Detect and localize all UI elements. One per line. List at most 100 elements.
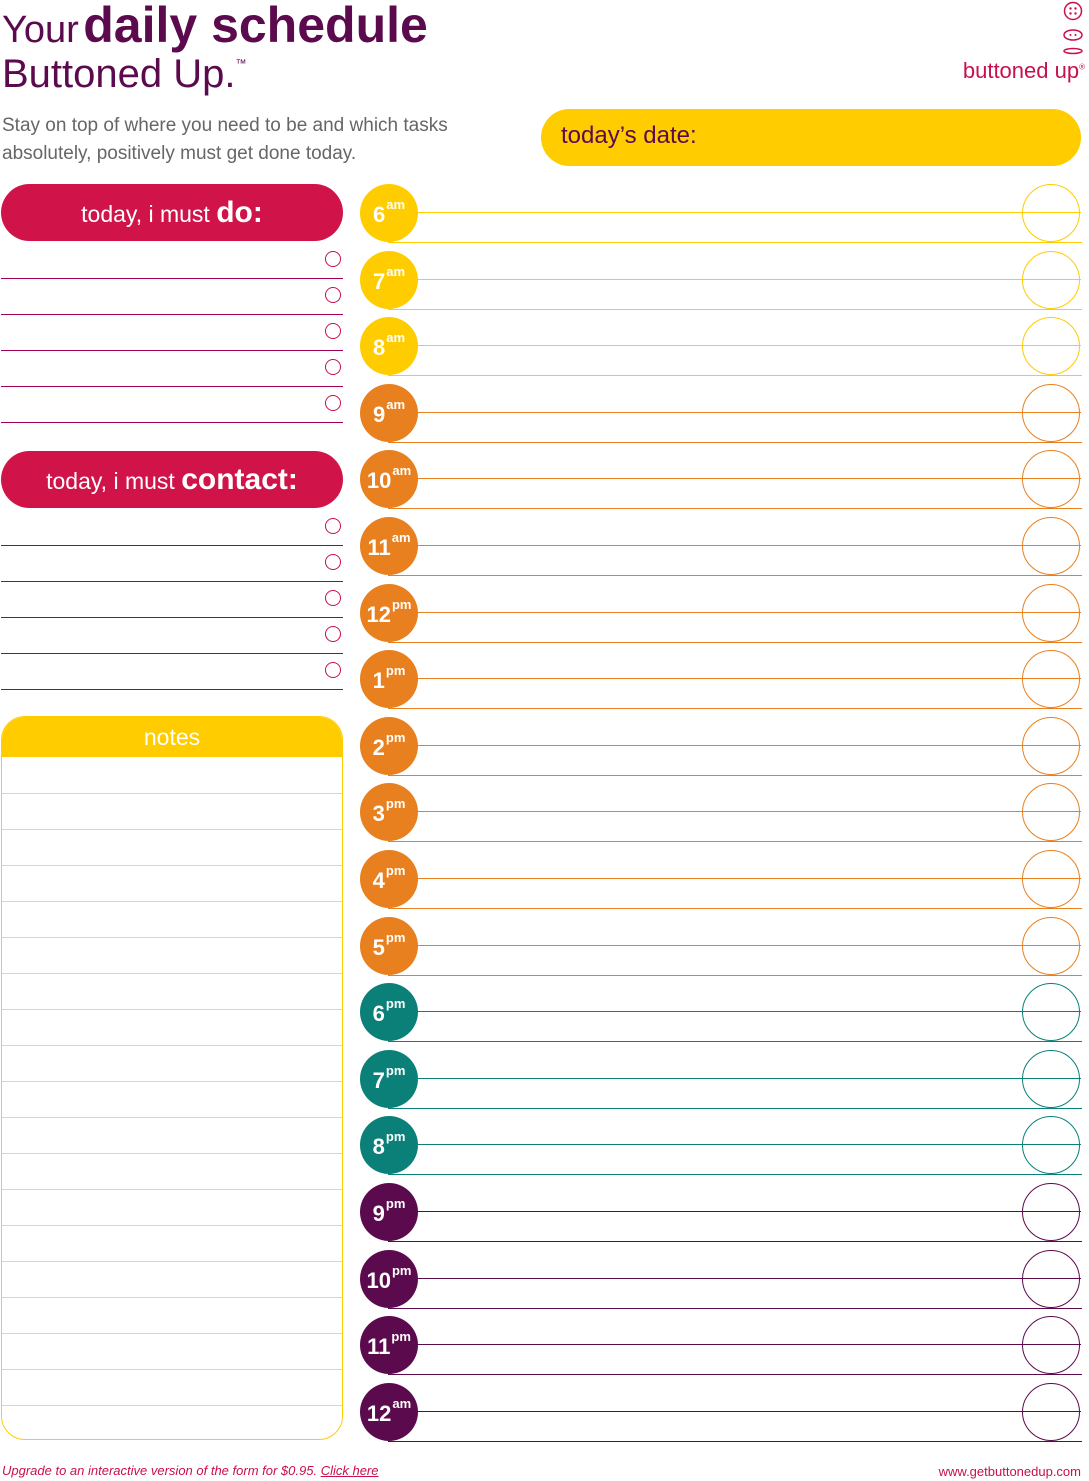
must-contact-row-checkbox[interactable] — [325, 590, 341, 606]
notes-line[interactable] — [2, 1081, 342, 1082]
hour-checkbox[interactable] — [1021, 916, 1081, 975]
must-do-row-checkbox[interactable] — [325, 323, 341, 339]
hour-entry-line[interactable] — [416, 278, 1022, 280]
must-contact-row-line[interactable] — [1, 617, 343, 618]
must-contact-row-checkbox[interactable] — [325, 554, 341, 570]
notes-line[interactable] — [2, 937, 342, 938]
hour-checkbox[interactable] — [1021, 1382, 1081, 1441]
must-contact-row-line[interactable] — [1, 689, 343, 690]
hour-checkbox[interactable] — [1021, 383, 1081, 442]
hour-number: 6 — [372, 1001, 385, 1027]
hour-divider — [388, 1307, 1082, 1309]
hour-entry-line[interactable] — [416, 1011, 1022, 1013]
title-word-your: Your — [2, 9, 79, 51]
hour-badge: 6am — [360, 184, 418, 242]
must-contact-row-checkbox[interactable] — [325, 518, 341, 534]
hour-checkbox[interactable] — [1021, 716, 1081, 775]
hour-row: 10am — [360, 450, 1082, 510]
must-contact-row-line[interactable] — [1, 545, 343, 546]
hour-entry-line[interactable] — [416, 345, 1022, 347]
hour-entry-line[interactable] — [416, 611, 1022, 613]
hour-checkbox[interactable] — [1021, 517, 1081, 575]
must-do-row-checkbox[interactable] — [325, 251, 341, 267]
hour-entry-line[interactable] — [416, 1077, 1022, 1079]
notes-line[interactable] — [2, 829, 342, 830]
must-contact-row-line[interactable] — [1, 581, 343, 582]
date-field[interactable]: today’s date: — [541, 109, 1081, 166]
hour-checkbox[interactable] — [1021, 250, 1081, 309]
registered-mark: ® — [1079, 62, 1085, 72]
notes-line[interactable] — [2, 1261, 342, 1262]
must-do-row-checkbox[interactable] — [325, 359, 341, 375]
hour-entry-line[interactable] — [416, 944, 1022, 946]
must-do-row-checkbox[interactable] — [325, 287, 341, 303]
hour-entry-line[interactable] — [416, 678, 1022, 680]
hour-badge: 11pm — [360, 1316, 418, 1375]
hour-checkbox[interactable] — [1021, 983, 1081, 1042]
hour-entry-line[interactable] — [416, 411, 1022, 413]
hour-entry-line[interactable] — [416, 212, 1022, 213]
notes-line[interactable] — [2, 1297, 342, 1298]
hour-checkbox[interactable] — [1021, 1049, 1081, 1108]
hour-checkbox[interactable] — [1021, 450, 1081, 509]
hour-checkbox[interactable] — [1021, 783, 1081, 842]
must-contact-label: today, i must — [46, 468, 182, 494]
hour-entry-line[interactable] — [416, 1344, 1022, 1346]
hour-badge: 6pm — [360, 983, 418, 1042]
notes-line[interactable] — [2, 973, 342, 974]
hour-entry-line[interactable] — [416, 1211, 1022, 1212]
must-do-row-line[interactable] — [1, 278, 343, 279]
hour-checkbox[interactable] — [1021, 184, 1081, 242]
notes-line[interactable] — [2, 1153, 342, 1154]
hour-suffix: am — [392, 1395, 412, 1411]
click-here-link[interactable]: Click here — [320, 1463, 379, 1478]
hour-divider — [388, 1041, 1082, 1043]
must-do-row-line[interactable] — [1, 350, 343, 351]
hour-entry-line[interactable] — [416, 1410, 1022, 1412]
website-link[interactable]: www.getbuttonedup.com — [938, 1464, 1081, 1479]
hour-suffix: am — [392, 463, 412, 479]
hour-checkbox[interactable] — [1021, 1249, 1081, 1308]
hour-checkbox[interactable] — [1021, 850, 1081, 908]
hour-entry-line[interactable] — [416, 545, 1022, 546]
must-do-row-checkbox[interactable] — [325, 395, 341, 411]
hour-entry-line[interactable] — [416, 478, 1022, 480]
hour-checkbox[interactable] — [1021, 1316, 1081, 1375]
hour-row: 5pm — [360, 916, 1082, 977]
hour-number: 10 — [366, 468, 392, 494]
hour-badge: 10pm — [360, 1249, 418, 1308]
hour-entry-line[interactable] — [416, 1277, 1022, 1279]
notes-line[interactable] — [2, 865, 342, 866]
notes-line[interactable] — [2, 1405, 342, 1406]
hour-entry-line[interactable] — [416, 811, 1022, 813]
hour-checkbox[interactable] — [1021, 1116, 1081, 1175]
must-contact-row-line[interactable] — [1, 653, 343, 654]
hour-entry-line[interactable] — [416, 744, 1022, 746]
must-contact-row-checkbox[interactable] — [325, 662, 341, 678]
must-do-row-line[interactable] — [1, 386, 343, 387]
hour-badge: 4pm — [360, 850, 418, 908]
hour-divider — [388, 1174, 1082, 1176]
must-do-row-line[interactable] — [1, 314, 343, 315]
hour-entry-line[interactable] — [416, 1144, 1022, 1146]
hour-checkbox[interactable] — [1021, 1183, 1081, 1241]
must-do-row-line[interactable] — [1, 422, 343, 423]
hour-checkbox[interactable] — [1021, 583, 1081, 642]
notes-line[interactable] — [2, 1009, 342, 1010]
hour-suffix: pm — [385, 1196, 406, 1211]
notes-line[interactable] — [2, 1189, 342, 1190]
notes-line[interactable] — [2, 793, 342, 794]
notes-line[interactable] — [2, 901, 342, 902]
hour-badge: 12pm — [360, 583, 418, 642]
notes-line[interactable] — [2, 1333, 342, 1334]
hour-checkbox[interactable] — [1021, 650, 1081, 709]
hour-entry-line[interactable] — [416, 878, 1022, 879]
must-contact-row-checkbox[interactable] — [325, 626, 341, 642]
notes-line[interactable] — [2, 1369, 342, 1370]
notes-line[interactable] — [2, 1225, 342, 1226]
must-contact-header: today, i must contact: — [1, 451, 343, 508]
notes-line[interactable] — [2, 1045, 342, 1046]
notes-line[interactable] — [2, 1117, 342, 1118]
page-title: Your daily schedule — [2, 0, 428, 54]
hour-checkbox[interactable] — [1021, 317, 1081, 376]
